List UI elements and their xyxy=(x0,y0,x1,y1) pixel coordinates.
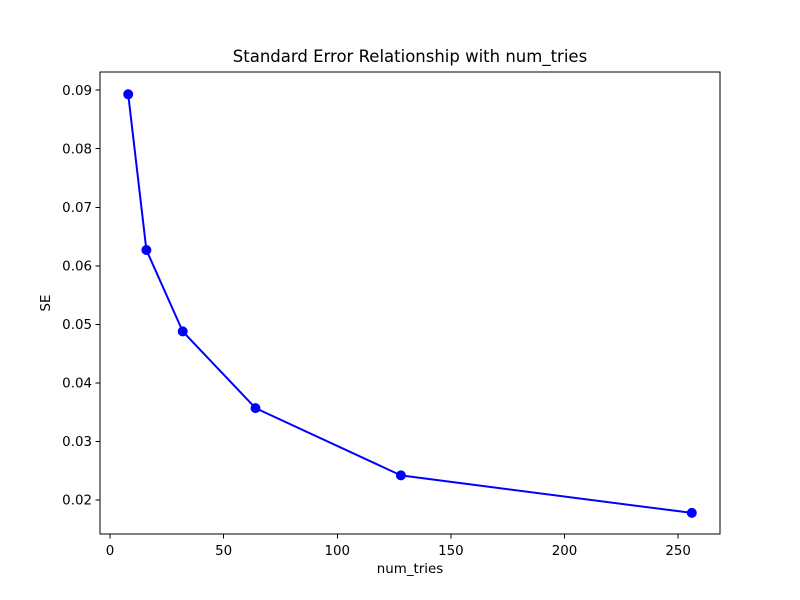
x-tick-label: 100 xyxy=(324,544,350,559)
x-tick-label: 0 xyxy=(106,544,115,559)
x-tick-label: 250 xyxy=(665,544,691,559)
y-tick-label: 0.03 xyxy=(62,435,92,450)
x-axis: 0 50 100 150 200 250 xyxy=(106,534,691,559)
y-axis-label: SE xyxy=(39,295,54,312)
x-tick-label: 200 xyxy=(552,544,578,559)
data-point-marker xyxy=(177,326,188,337)
data-point-marker xyxy=(123,89,134,100)
y-tick-label: 0.06 xyxy=(62,259,92,274)
plot-area xyxy=(99,71,721,535)
data-line xyxy=(127,93,693,514)
data-point-marker xyxy=(686,507,697,518)
y-tick-label: 0.07 xyxy=(62,201,92,216)
y-tick-label: 0.08 xyxy=(62,142,92,157)
x-tick-label: 150 xyxy=(438,544,464,559)
chart-title: Standard Error Relationship with num_tri… xyxy=(233,47,587,67)
y-tick-label: 0.05 xyxy=(62,318,92,333)
data-point-marker xyxy=(395,470,406,481)
data-point-marker xyxy=(250,403,261,414)
y-axis: 0.02 0.03 0.04 0.05 0.06 0.07 0.08 0.09 xyxy=(62,84,100,509)
data-point-marker xyxy=(141,245,152,255)
x-axis-label: num_tries xyxy=(377,562,443,577)
data-series xyxy=(123,89,697,518)
y-tick-label: 0.09 xyxy=(62,84,92,99)
x-tick-label: 50 xyxy=(215,544,232,559)
y-tick-label: 0.02 xyxy=(62,494,92,509)
y-tick-label: 0.04 xyxy=(62,377,92,392)
